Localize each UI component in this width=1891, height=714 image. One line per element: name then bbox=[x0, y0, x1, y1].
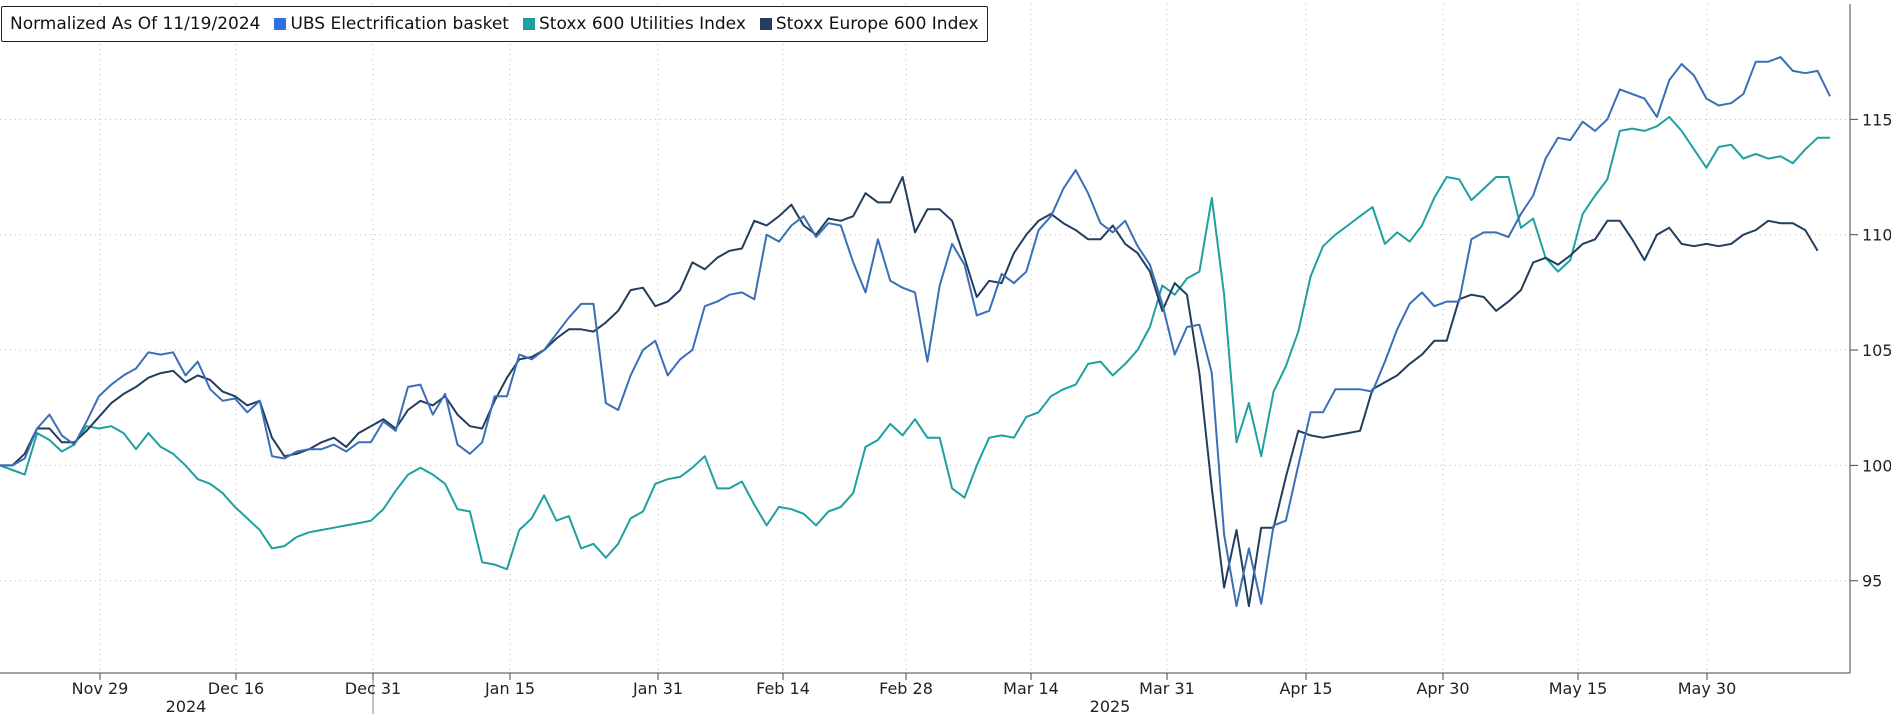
x-tick-label: Jan 31 bbox=[632, 679, 683, 698]
legend-swatch-ubs bbox=[274, 18, 287, 30]
legend-label-ubs: UBS Electrification basket bbox=[290, 14, 509, 34]
x-tick-label: Feb 14 bbox=[756, 679, 810, 698]
year-label: 2024 bbox=[166, 697, 207, 714]
legend-swatch-europe-600 bbox=[759, 18, 772, 30]
x-tick-label: Dec 31 bbox=[345, 679, 401, 698]
x-tick-label: May 15 bbox=[1549, 679, 1608, 698]
series-line-stoxx-600-utilities-index bbox=[0, 116, 1830, 571]
series-line-ubs-electrification-basket bbox=[0, 56, 1831, 608]
y-axis-ticks: 95 100 105 110 115 bbox=[1850, 110, 1891, 591]
legend-item-stoxx-utilities: Stoxx 600 Utilities Index bbox=[522, 14, 746, 34]
x-axis-ticks: Nov 29 Dec 16 Dec 31 Jan 15 Jan 31 Feb 14 Feb … bbox=[72, 673, 1737, 714]
x-tick-label: Apr 30 bbox=[1416, 679, 1469, 698]
x-tick-label: Mar 31 bbox=[1139, 679, 1195, 698]
legend-label-utilities: Stoxx 600 Utilities Index bbox=[538, 14, 746, 34]
x-tick-label: Feb 28 bbox=[879, 679, 933, 698]
x-tick-label: May 30 bbox=[1678, 679, 1737, 698]
year-label: 2025 bbox=[1090, 697, 1131, 714]
y-tick-label: 105 bbox=[1862, 341, 1891, 360]
legend-item-stoxx-europe-600: Stoxx Europe 600 Index bbox=[759, 14, 979, 34]
x-tick-label: Nov 29 bbox=[72, 679, 129, 698]
x-tick-label: Dec 16 bbox=[208, 679, 264, 698]
y-tick-label: 115 bbox=[1862, 110, 1891, 129]
x-tick-label: Jan 15 bbox=[484, 679, 535, 698]
chart-legend: Normalized As Of 11/19/2024 UBS Electrif… bbox=[1, 6, 988, 42]
series-line-stoxx-europe-600-index bbox=[0, 176, 1819, 608]
chart-title: Normalized As Of 11/19/2024 bbox=[10, 14, 261, 34]
x-tick-label: Apr 15 bbox=[1279, 679, 1332, 698]
legend-item-ubs-electrification: UBS Electrification basket bbox=[274, 14, 509, 34]
y-tick-label: 95 bbox=[1862, 572, 1882, 591]
x-tick-label: Mar 14 bbox=[1003, 679, 1059, 698]
legend-swatch-utilities bbox=[522, 18, 535, 30]
grid-lines bbox=[0, 4, 1850, 673]
y-tick-label: 100 bbox=[1862, 456, 1891, 475]
axes bbox=[0, 4, 1851, 714]
legend-label-europe-600: Stoxx Europe 600 Index bbox=[775, 14, 979, 34]
series-lines bbox=[0, 56, 1831, 608]
y-tick-label: 110 bbox=[1862, 226, 1891, 245]
